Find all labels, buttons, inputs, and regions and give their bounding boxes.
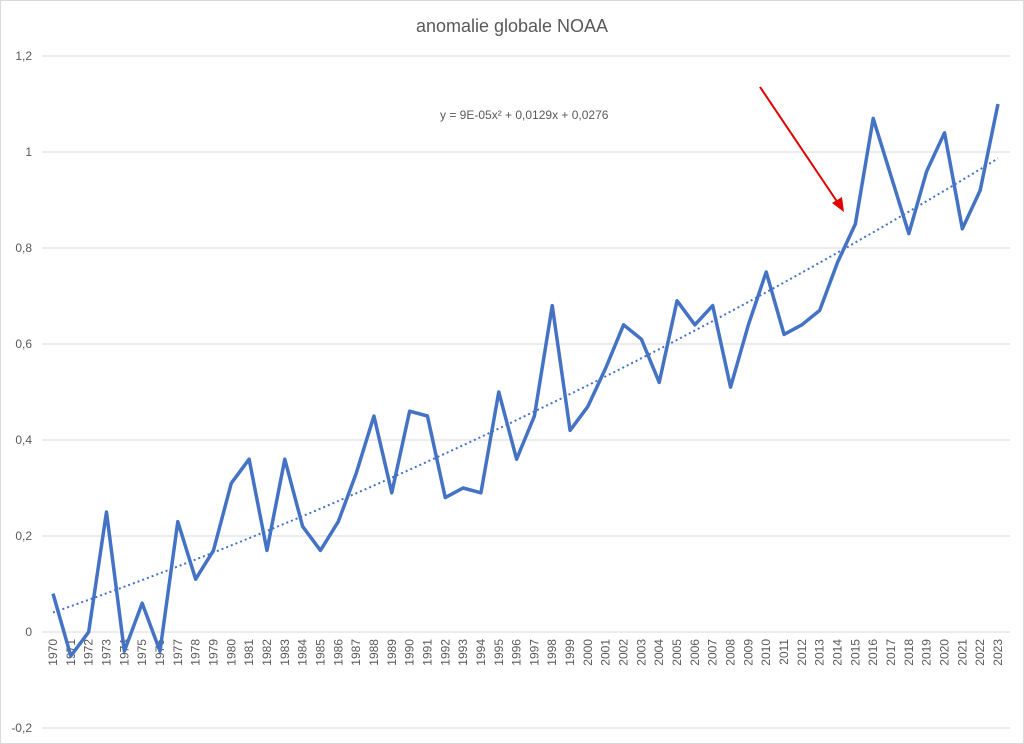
x-tick-label: 2020: [938, 639, 952, 666]
x-tick-label: 2016: [866, 639, 880, 666]
x-tick-label: 1977: [171, 639, 185, 666]
x-tick-label: 1997: [527, 639, 541, 666]
x-tick-label: 1994: [474, 639, 488, 666]
y-tick-label: 1,2: [15, 49, 32, 63]
x-tick-label: 1982: [260, 639, 274, 666]
x-tick-label: 1984: [296, 639, 310, 666]
x-tick-label: 2002: [617, 639, 631, 666]
x-tick-label: 1980: [224, 639, 238, 666]
x-tick-label: 1986: [331, 639, 345, 666]
x-tick-label: 2004: [652, 639, 666, 666]
x-tick-label: 2023: [991, 639, 1005, 666]
x-tick-label: 1987: [349, 639, 363, 666]
x-tick-label: 1992: [438, 639, 452, 666]
x-tick-label: 1978: [189, 639, 203, 666]
x-tick-label: 1988: [367, 639, 381, 666]
x-tick-label: 2006: [688, 639, 702, 666]
y-tick-label: 1: [25, 145, 32, 159]
x-tick-label: 2021: [955, 639, 969, 666]
x-tick-label: 2008: [724, 639, 738, 666]
chart-title: anomalie globale NOAA: [415, 16, 609, 36]
x-tick-label: 2017: [884, 639, 898, 666]
y-tick-label: 0,4: [15, 433, 32, 447]
x-tick-label: 2003: [634, 639, 648, 666]
x-tick-label: 2000: [581, 639, 595, 666]
x-tick-label: 2001: [599, 639, 613, 666]
series-line: [51, 103, 1000, 658]
x-tick-label: 1995: [492, 639, 506, 666]
x-tick-label: 1990: [403, 639, 417, 666]
x-tick-label: 2018: [902, 639, 916, 666]
x-tick-label: 1999: [563, 639, 577, 666]
x-tick-label: 1989: [385, 639, 399, 666]
x-tick-label: 1973: [99, 639, 113, 666]
x-tick-label: 1972: [82, 639, 96, 666]
x-tick-label: 1996: [510, 639, 524, 666]
x-tick-label: 1985: [313, 639, 327, 666]
x-tick-label: 2015: [848, 639, 862, 666]
trendline-equation: y = 9E-05x² + 0,0129x + 0,0276: [440, 108, 609, 122]
x-tick-label: 2019: [920, 639, 934, 666]
x-tick-label: 1983: [278, 639, 292, 666]
y-tick-label: 0,2: [15, 529, 32, 543]
y-tick-label: -0,2: [11, 721, 32, 735]
x-tick-label: 2005: [670, 639, 684, 666]
x-tick-label: 1991: [420, 639, 434, 666]
y-tick-label: 0: [25, 625, 32, 639]
x-tick-label: 1979: [206, 639, 220, 666]
x-tick-label: 2011: [777, 639, 791, 665]
x-tick-label: 2014: [831, 639, 845, 666]
y-tick-label: 0,8: [15, 241, 32, 255]
x-tick-label: 1993: [456, 639, 470, 666]
x-tick-label: 2009: [741, 639, 755, 666]
x-tick-label: 2007: [706, 639, 720, 666]
x-tick-label: 1998: [545, 639, 559, 666]
y-tick-label: 0,6: [15, 337, 32, 351]
x-tick-label: 2010: [759, 639, 773, 666]
trendline: [52, 157, 999, 614]
x-tick-label: 1975: [135, 639, 149, 666]
annotation-arrow: [759, 86, 844, 212]
x-tick-label: 2013: [813, 639, 827, 666]
x-tick-label: 1970: [46, 639, 60, 666]
x-tick-label: 2022: [973, 639, 987, 666]
x-tick-label: 1981: [242, 639, 256, 666]
x-tick-label: 2012: [795, 639, 809, 666]
